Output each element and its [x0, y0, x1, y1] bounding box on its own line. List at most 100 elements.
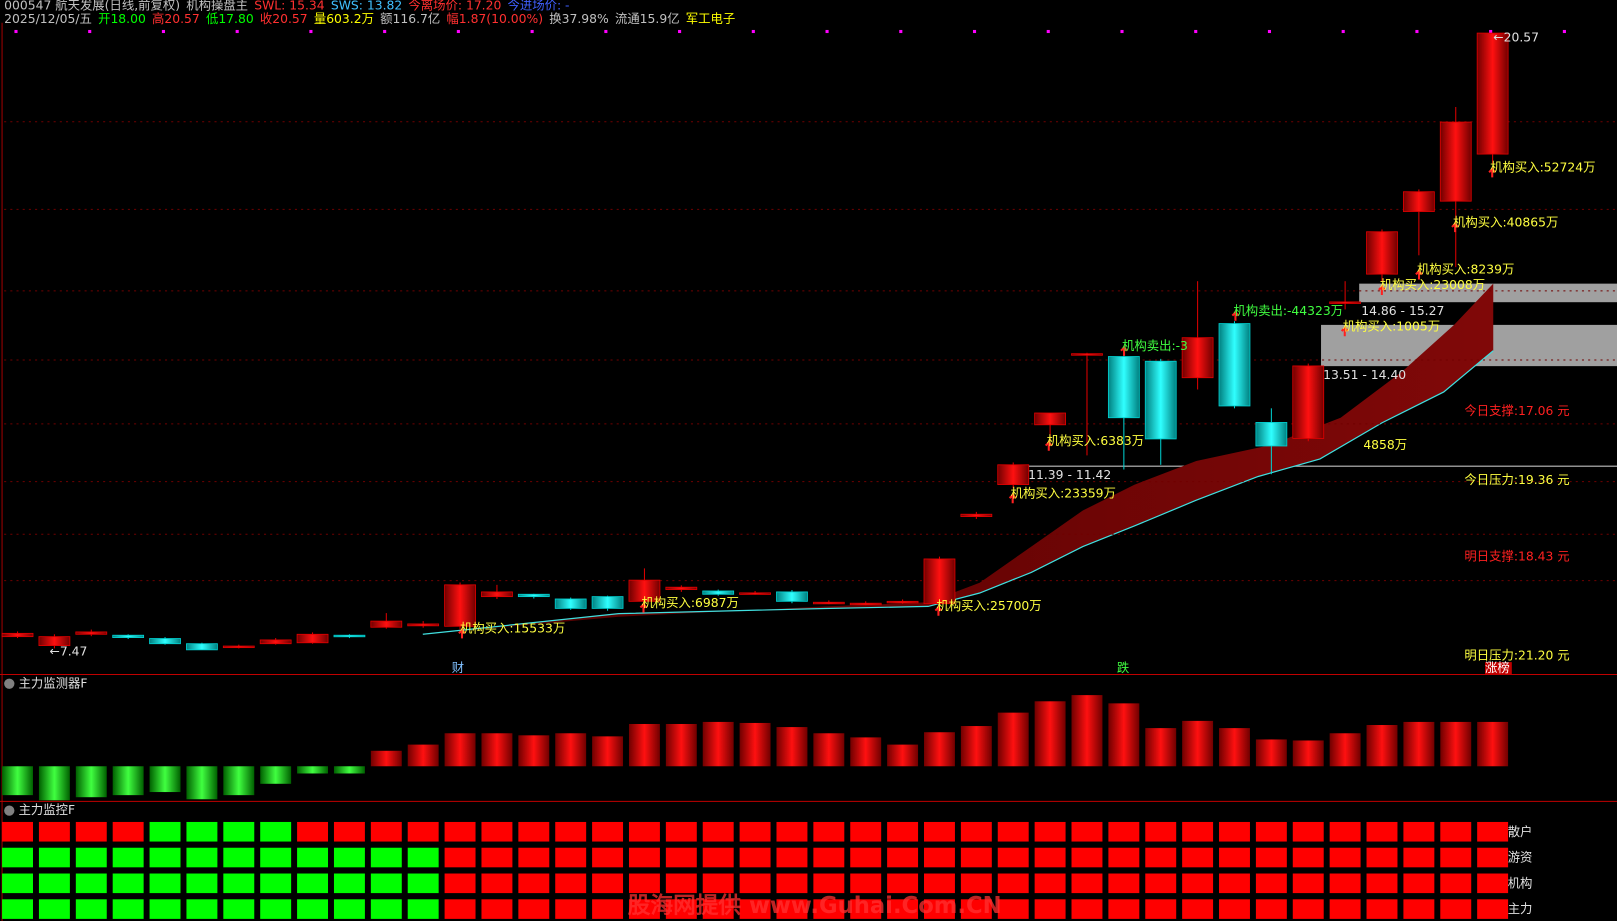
signal-arrow [458, 627, 466, 639]
bar [1145, 728, 1177, 767]
candle-body [1255, 422, 1288, 447]
status-cell [260, 873, 292, 894]
candle-body [296, 633, 329, 644]
status-cell [1108, 847, 1140, 868]
status-cell [2, 821, 33, 842]
status-cell [518, 821, 550, 842]
dot [751, 29, 755, 34]
header-field: 000547 航天发展(日线,前复权) [4, 0, 180, 13]
status-cell [960, 821, 992, 842]
status-cell [370, 899, 402, 919]
status-cell [38, 821, 70, 842]
status-cell [186, 847, 218, 868]
header-field: 幅1.87(10.00%) [446, 11, 543, 26]
status-cell [444, 847, 476, 868]
candle-body [554, 598, 587, 609]
status-cell [592, 821, 624, 842]
status-cell [38, 847, 70, 868]
status-cell [297, 899, 329, 919]
header-field: 今进场价: - [508, 0, 570, 13]
status-cell [2, 873, 33, 894]
status-cell [665, 821, 697, 842]
event-marker: 涨榜 [1485, 660, 1510, 675]
panel-toggle[interactable] [4, 805, 15, 816]
status-cell [1440, 847, 1472, 868]
status-cell [850, 899, 882, 919]
bar [665, 723, 697, 767]
status-cell [223, 847, 255, 868]
status-cell [776, 873, 808, 894]
dot [14, 29, 18, 34]
status-cell [112, 847, 144, 868]
candle-body [222, 645, 255, 649]
status-cell [1182, 899, 1214, 919]
candle-body [960, 513, 993, 518]
candle-body [1402, 191, 1435, 212]
bar [333, 766, 365, 774]
candle-body [997, 464, 1030, 485]
bar [481, 733, 513, 767]
candle-body [517, 593, 550, 598]
bar [628, 723, 660, 767]
candle-body [812, 601, 845, 605]
status-cell [1366, 847, 1398, 868]
status-cell [739, 847, 771, 868]
candle-body [75, 631, 108, 635]
status-cell [776, 899, 808, 919]
status-cell [1440, 899, 1472, 919]
signal-arrow [639, 601, 648, 613]
status-cell [75, 899, 107, 919]
candle-body [886, 600, 919, 604]
header-field: 军工电子 [686, 12, 735, 26]
annotation: 13.51 - 14.40 [1323, 368, 1406, 382]
bar [887, 744, 919, 767]
status-cell [592, 873, 624, 894]
status-cell [333, 847, 365, 868]
status-cell [1477, 873, 1509, 894]
dot [309, 29, 313, 34]
bar [1182, 720, 1214, 767]
bar [924, 732, 955, 767]
status-cell [813, 847, 845, 868]
status-cell [481, 899, 513, 919]
status-cell [75, 847, 107, 868]
candle-body [776, 591, 808, 602]
status-cell [444, 821, 476, 842]
annotation: 机构卖出:-44323万 [1233, 303, 1343, 318]
annotation: 11.39 - 11.42 [1028, 468, 1111, 482]
status-cell [223, 821, 255, 842]
bar [702, 721, 734, 767]
status-cell [960, 873, 992, 894]
bar [297, 766, 329, 774]
annotation: 14.86 - 15.27 [1361, 304, 1444, 318]
status-cell [628, 821, 660, 842]
status-cell [1145, 873, 1177, 894]
status-cell [370, 873, 402, 894]
event-marker: 跌 [1117, 660, 1129, 675]
candle-body [702, 590, 735, 595]
annotation: 机构买入:23359万 [1011, 486, 1116, 501]
panel-title: 主力监控F [19, 803, 76, 817]
event-marker: 财 [452, 661, 464, 675]
panel-toggle[interactable] [4, 678, 15, 689]
status-cell [776, 847, 808, 868]
status-cell [1182, 821, 1214, 842]
status-cell [223, 873, 255, 894]
signal-arrow [1415, 268, 1423, 280]
status-cell [702, 899, 734, 919]
dot [1341, 29, 1345, 34]
status-cell [813, 873, 845, 894]
status-cell [1219, 873, 1250, 894]
status-cell [407, 847, 439, 868]
status-cell [1366, 873, 1398, 894]
status-cell [186, 873, 218, 894]
status-cell [1366, 899, 1398, 919]
candle-body [149, 638, 181, 645]
candle-body [591, 596, 624, 609]
bar [1403, 721, 1435, 767]
candle-body [259, 639, 292, 645]
signal-arrow [1340, 325, 1349, 337]
status-cell [1329, 899, 1361, 919]
level-label: 今日支撑:17.06 元 [1464, 403, 1569, 418]
status-cell [1403, 821, 1435, 842]
